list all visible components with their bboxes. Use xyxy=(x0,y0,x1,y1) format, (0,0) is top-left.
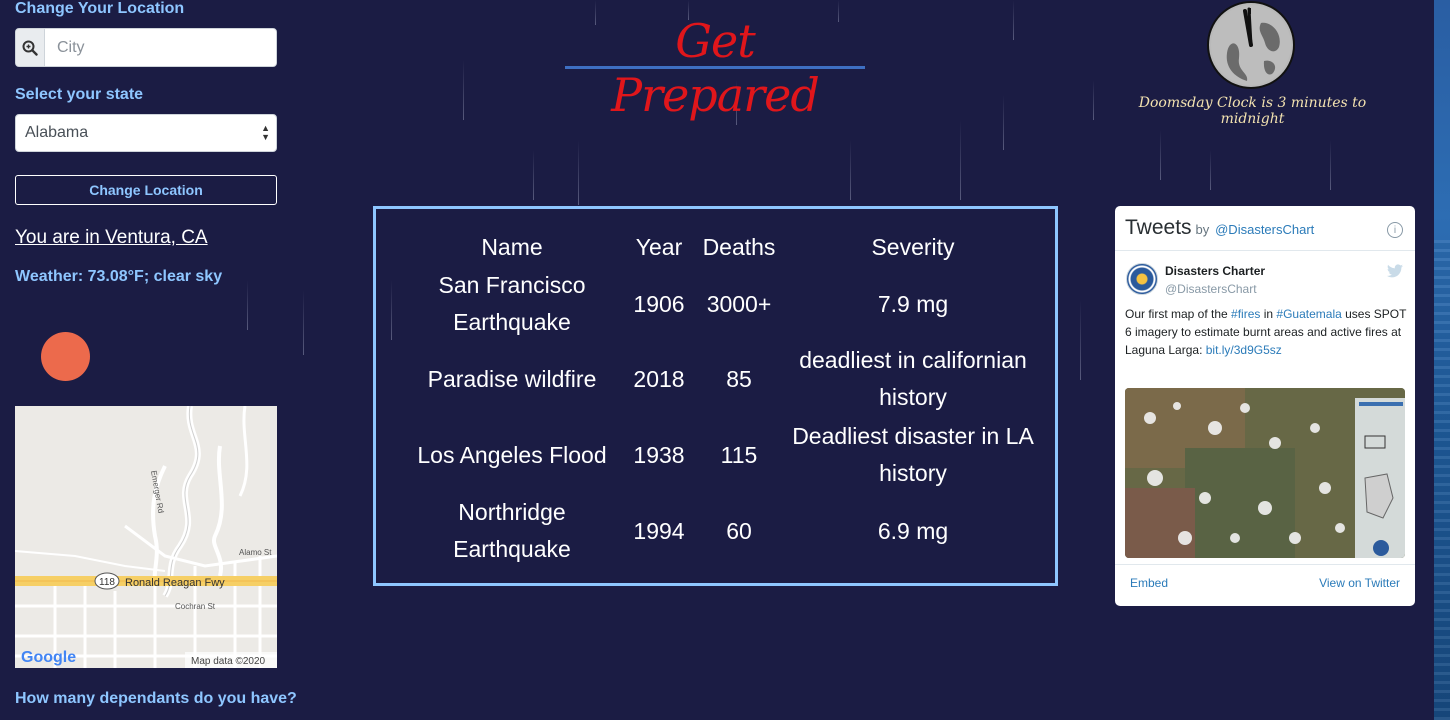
view-on-twitter-link[interactable]: View on Twitter xyxy=(1319,576,1400,590)
city-search-group xyxy=(15,28,277,67)
table-row: Northridge Earthquake 1994 60 6.9 mg xyxy=(398,493,1040,569)
route-shield-label: 118 xyxy=(99,577,115,588)
tweets-by: by xyxy=(1195,222,1210,237)
tweet-short-link[interactable]: bit.ly/3d9G5sz xyxy=(1205,343,1282,357)
column-header-severity: Severity xyxy=(871,233,955,260)
tweet-author-name[interactable]: Disasters Charter xyxy=(1165,264,1266,278)
city-input[interactable] xyxy=(45,29,276,66)
table-row: Los Angeles Flood 1938 115 Deadliest dis… xyxy=(398,417,1040,493)
tweets-header: Tweets by @DisastersChart xyxy=(1125,216,1314,240)
cell-deaths: 115 xyxy=(720,441,758,468)
tweet-satellite-image[interactable] xyxy=(1125,388,1405,558)
current-location-text: You are in Ventura, CA xyxy=(15,227,208,248)
hashtag-fires-link[interactable]: #fires xyxy=(1231,307,1261,321)
cell-name: San Francisco Earthquake xyxy=(438,272,586,335)
google-logo: Google xyxy=(21,649,76,666)
doomsday-clock-caption: Doomsday Clock is 3 minutes to midnight xyxy=(1138,95,1367,127)
change-location-button[interactable]: Change Location xyxy=(15,175,277,205)
embed-link[interactable]: Embed xyxy=(1130,576,1169,590)
cell-severity: 6.9 mg xyxy=(877,517,949,544)
cell-year: 1994 xyxy=(633,517,685,544)
page-title: Get Prepared xyxy=(611,14,820,122)
weather-text: Weather: 73.08°F; clear sky xyxy=(15,268,223,285)
dependants-question: How many dependants do you have? xyxy=(15,690,297,707)
cell-name: Los Angeles Flood xyxy=(417,441,607,468)
table-row: San Francisco Earthquake 1906 3000+ 7.9 m… xyxy=(398,267,1040,341)
title-underline xyxy=(565,66,865,69)
cochran-street-label: Cochran St xyxy=(175,602,216,611)
cell-name: Northridge Earthquake xyxy=(453,499,571,562)
tweets-handle-link[interactable]: @DisastersChart xyxy=(1215,222,1315,237)
column-header-year: Year xyxy=(635,233,683,260)
header-divider xyxy=(1115,250,1415,251)
cell-year: 2018 xyxy=(633,365,685,392)
state-label: Select your state xyxy=(15,86,144,103)
twitter-bird-icon[interactable] xyxy=(1387,264,1403,281)
avatar[interactable] xyxy=(1126,263,1158,295)
cell-severity: deadliest in californian history xyxy=(799,347,1027,410)
location-map[interactable]: 118 Ronald Reagan Fwy Alamo St Cochran S… xyxy=(15,406,277,668)
cell-severity: Deadliest disaster in LA history xyxy=(792,423,1034,486)
change-location-heading: Change Your Location xyxy=(15,0,185,17)
doomsday-clock-icon xyxy=(1207,1,1295,89)
tweets-title: Tweets xyxy=(1125,216,1192,239)
cell-deaths: 85 xyxy=(726,365,752,392)
cell-year: 1938 xyxy=(633,441,685,468)
select-arrows-icon: ▲ ▼ xyxy=(261,123,270,142)
cell-deaths: 60 xyxy=(726,517,752,544)
map-data-attribution[interactable]: Map data ©2020 xyxy=(191,656,266,667)
twitter-timeline-widget: Tweets by @DisastersChart i Disasters Cha… xyxy=(1115,206,1415,606)
cell-name: Paradise wildfire xyxy=(427,365,597,392)
table-row: Paradise wildfire 2018 85 deadliest in c… xyxy=(398,341,1040,417)
freeway-label: Ronald Reagan Fwy xyxy=(125,577,225,589)
alamo-street-label: Alamo St xyxy=(239,548,272,557)
info-icon[interactable]: i xyxy=(1387,222,1403,238)
tweet-author-handle[interactable]: @DisastersChart xyxy=(1165,282,1257,296)
state-select[interactable]: Alabama ▲ ▼ xyxy=(15,114,277,152)
column-header-deaths: Deaths xyxy=(702,233,776,260)
table-header-row: Name Year Deaths Severity xyxy=(398,227,1040,267)
tweet-text: Our first map of the #fires in #Guatemal… xyxy=(1125,307,1407,357)
search-icon xyxy=(16,29,45,66)
weather-sun-icon xyxy=(41,332,90,381)
column-header-name: Name xyxy=(481,233,543,260)
footer-divider xyxy=(1115,564,1415,565)
cell-deaths: 3000+ xyxy=(706,290,772,317)
ocean-background-strip xyxy=(1434,0,1450,720)
disaster-table: Name Year Deaths Severity San Francisco E… xyxy=(373,206,1058,586)
state-selected-value: Alabama xyxy=(25,124,89,141)
cell-year: 1906 xyxy=(633,290,685,317)
cell-severity: 7.9 mg xyxy=(877,290,949,317)
hashtag-guatemala-link[interactable]: #Guatemala xyxy=(1276,307,1342,321)
